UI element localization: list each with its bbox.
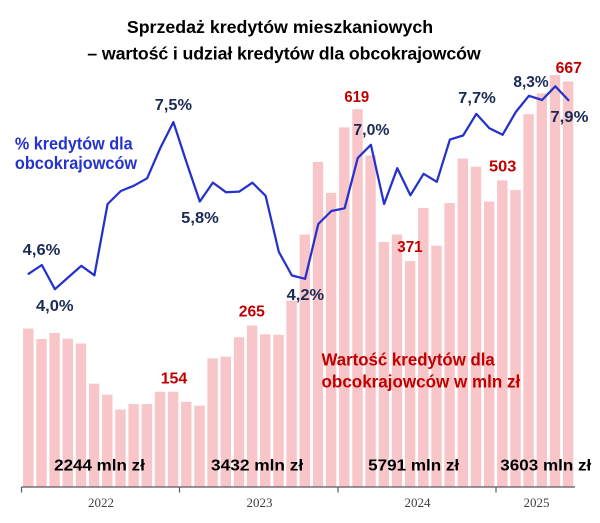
svg-text:371: 371 xyxy=(397,239,422,256)
svg-text:667: 667 xyxy=(556,60,582,77)
svg-text:obcokrajowców w mln zł: obcokrajowców w mln zł xyxy=(322,371,521,391)
svg-text:154: 154 xyxy=(161,371,188,388)
svg-text:obcokrajowców: obcokrajowców xyxy=(15,153,137,173)
svg-text:4,6%: 4,6% xyxy=(23,242,61,259)
svg-text:503: 503 xyxy=(489,159,516,176)
svg-text:7,7%: 7,7% xyxy=(458,90,496,107)
svg-text:5,8%: 5,8% xyxy=(181,210,219,227)
svg-text:2022: 2022 xyxy=(88,495,114,510)
svg-text:2024: 2024 xyxy=(405,495,432,510)
svg-text:619: 619 xyxy=(344,89,369,106)
svg-text:7,9%: 7,9% xyxy=(550,109,588,126)
svg-text:% kredytów dla: % kredytów dla xyxy=(15,133,133,153)
svg-text:3432 mln zł: 3432 mln zł xyxy=(211,458,304,475)
svg-text:4,0%: 4,0% xyxy=(36,298,74,315)
svg-text:2025: 2025 xyxy=(524,495,550,510)
svg-text:– wartość i udział kredytów dl: – wartość i udział kredytów dla obcokraj… xyxy=(87,43,481,63)
svg-text:4,2%: 4,2% xyxy=(287,287,325,304)
svg-text:Wartość kredytów dla: Wartość kredytów dla xyxy=(322,349,495,369)
svg-text:7,5%: 7,5% xyxy=(155,97,192,114)
svg-text:2023: 2023 xyxy=(247,495,273,510)
svg-text:2244 mln zł: 2244 mln zł xyxy=(54,458,145,475)
svg-text:Sprzedaż kredytów mieszkaniowy: Sprzedaż kredytów mieszkaniowych xyxy=(127,17,433,37)
svg-text:3603 mln zł: 3603 mln zł xyxy=(500,458,592,475)
svg-text:5791 mln zł: 5791 mln zł xyxy=(368,458,460,475)
svg-text:7,0%: 7,0% xyxy=(353,122,389,139)
svg-text:265: 265 xyxy=(239,304,265,321)
svg-text:8,3%: 8,3% xyxy=(513,74,548,91)
